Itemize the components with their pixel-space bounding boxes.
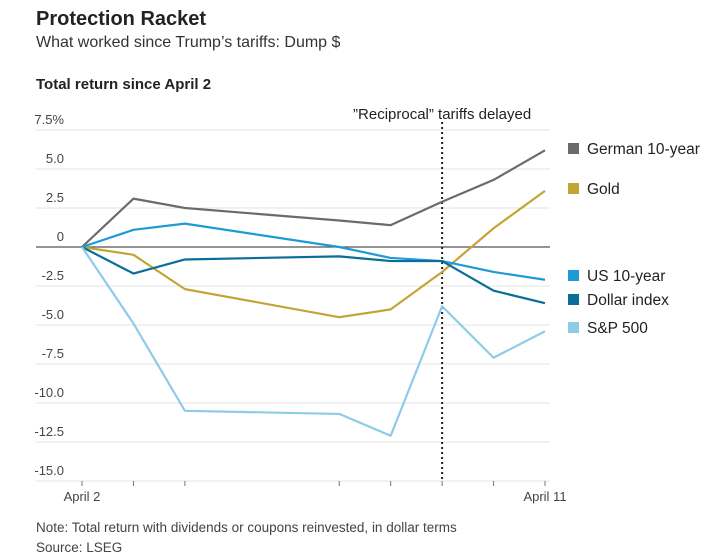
x-tick-label: April 11: [523, 489, 566, 504]
chart-note: Note: Total return with dividends or cou…: [36, 520, 457, 535]
y-tick-label: -15.0: [34, 463, 64, 478]
y-tick-label: -12.5: [34, 424, 64, 439]
y-tick-label: 2.5: [46, 190, 64, 205]
legend-label: US 10-year: [587, 268, 665, 285]
legend-swatch: [568, 294, 579, 305]
legend-swatch: [568, 322, 579, 333]
series-line-s-p-500: [81, 246, 546, 437]
y-tick-label: -2.5: [42, 268, 64, 283]
series-line-dollar-index: [81, 246, 546, 305]
y-tick-label: -7.5: [42, 346, 64, 361]
y-tick-label: -10.0: [34, 385, 64, 400]
y-tick-label: 0: [57, 229, 64, 244]
y-tick-label: -5.0: [42, 307, 64, 322]
chart-subtitle: What worked since Trump’s tariffs: Dump …: [36, 34, 341, 51]
annotation-label: ”Reciprocal” tariffs delayed: [353, 106, 531, 123]
legend-label: S&P 500: [587, 320, 648, 337]
legend-label: Dollar index: [587, 292, 669, 309]
legend-label: German 10-year: [587, 141, 700, 158]
chart-headline: Protection Racket: [36, 8, 207, 30]
y-tick-label: 5.0: [46, 151, 64, 166]
chart-source: Source: LSEG: [36, 540, 123, 555]
y-tick-label: 7.5%: [34, 112, 64, 127]
series-line-gold: [81, 189, 546, 319]
legend-label: Gold: [587, 181, 620, 198]
legend-swatch: [568, 270, 579, 281]
series-line-us-10-year: [81, 222, 546, 281]
x-tick-label: April 2: [64, 489, 101, 504]
legend-swatch: [568, 183, 579, 194]
legend-swatch: [568, 143, 579, 154]
series-line-german-10-year: [81, 149, 546, 248]
chart-title: Total return since April 2: [36, 76, 212, 93]
